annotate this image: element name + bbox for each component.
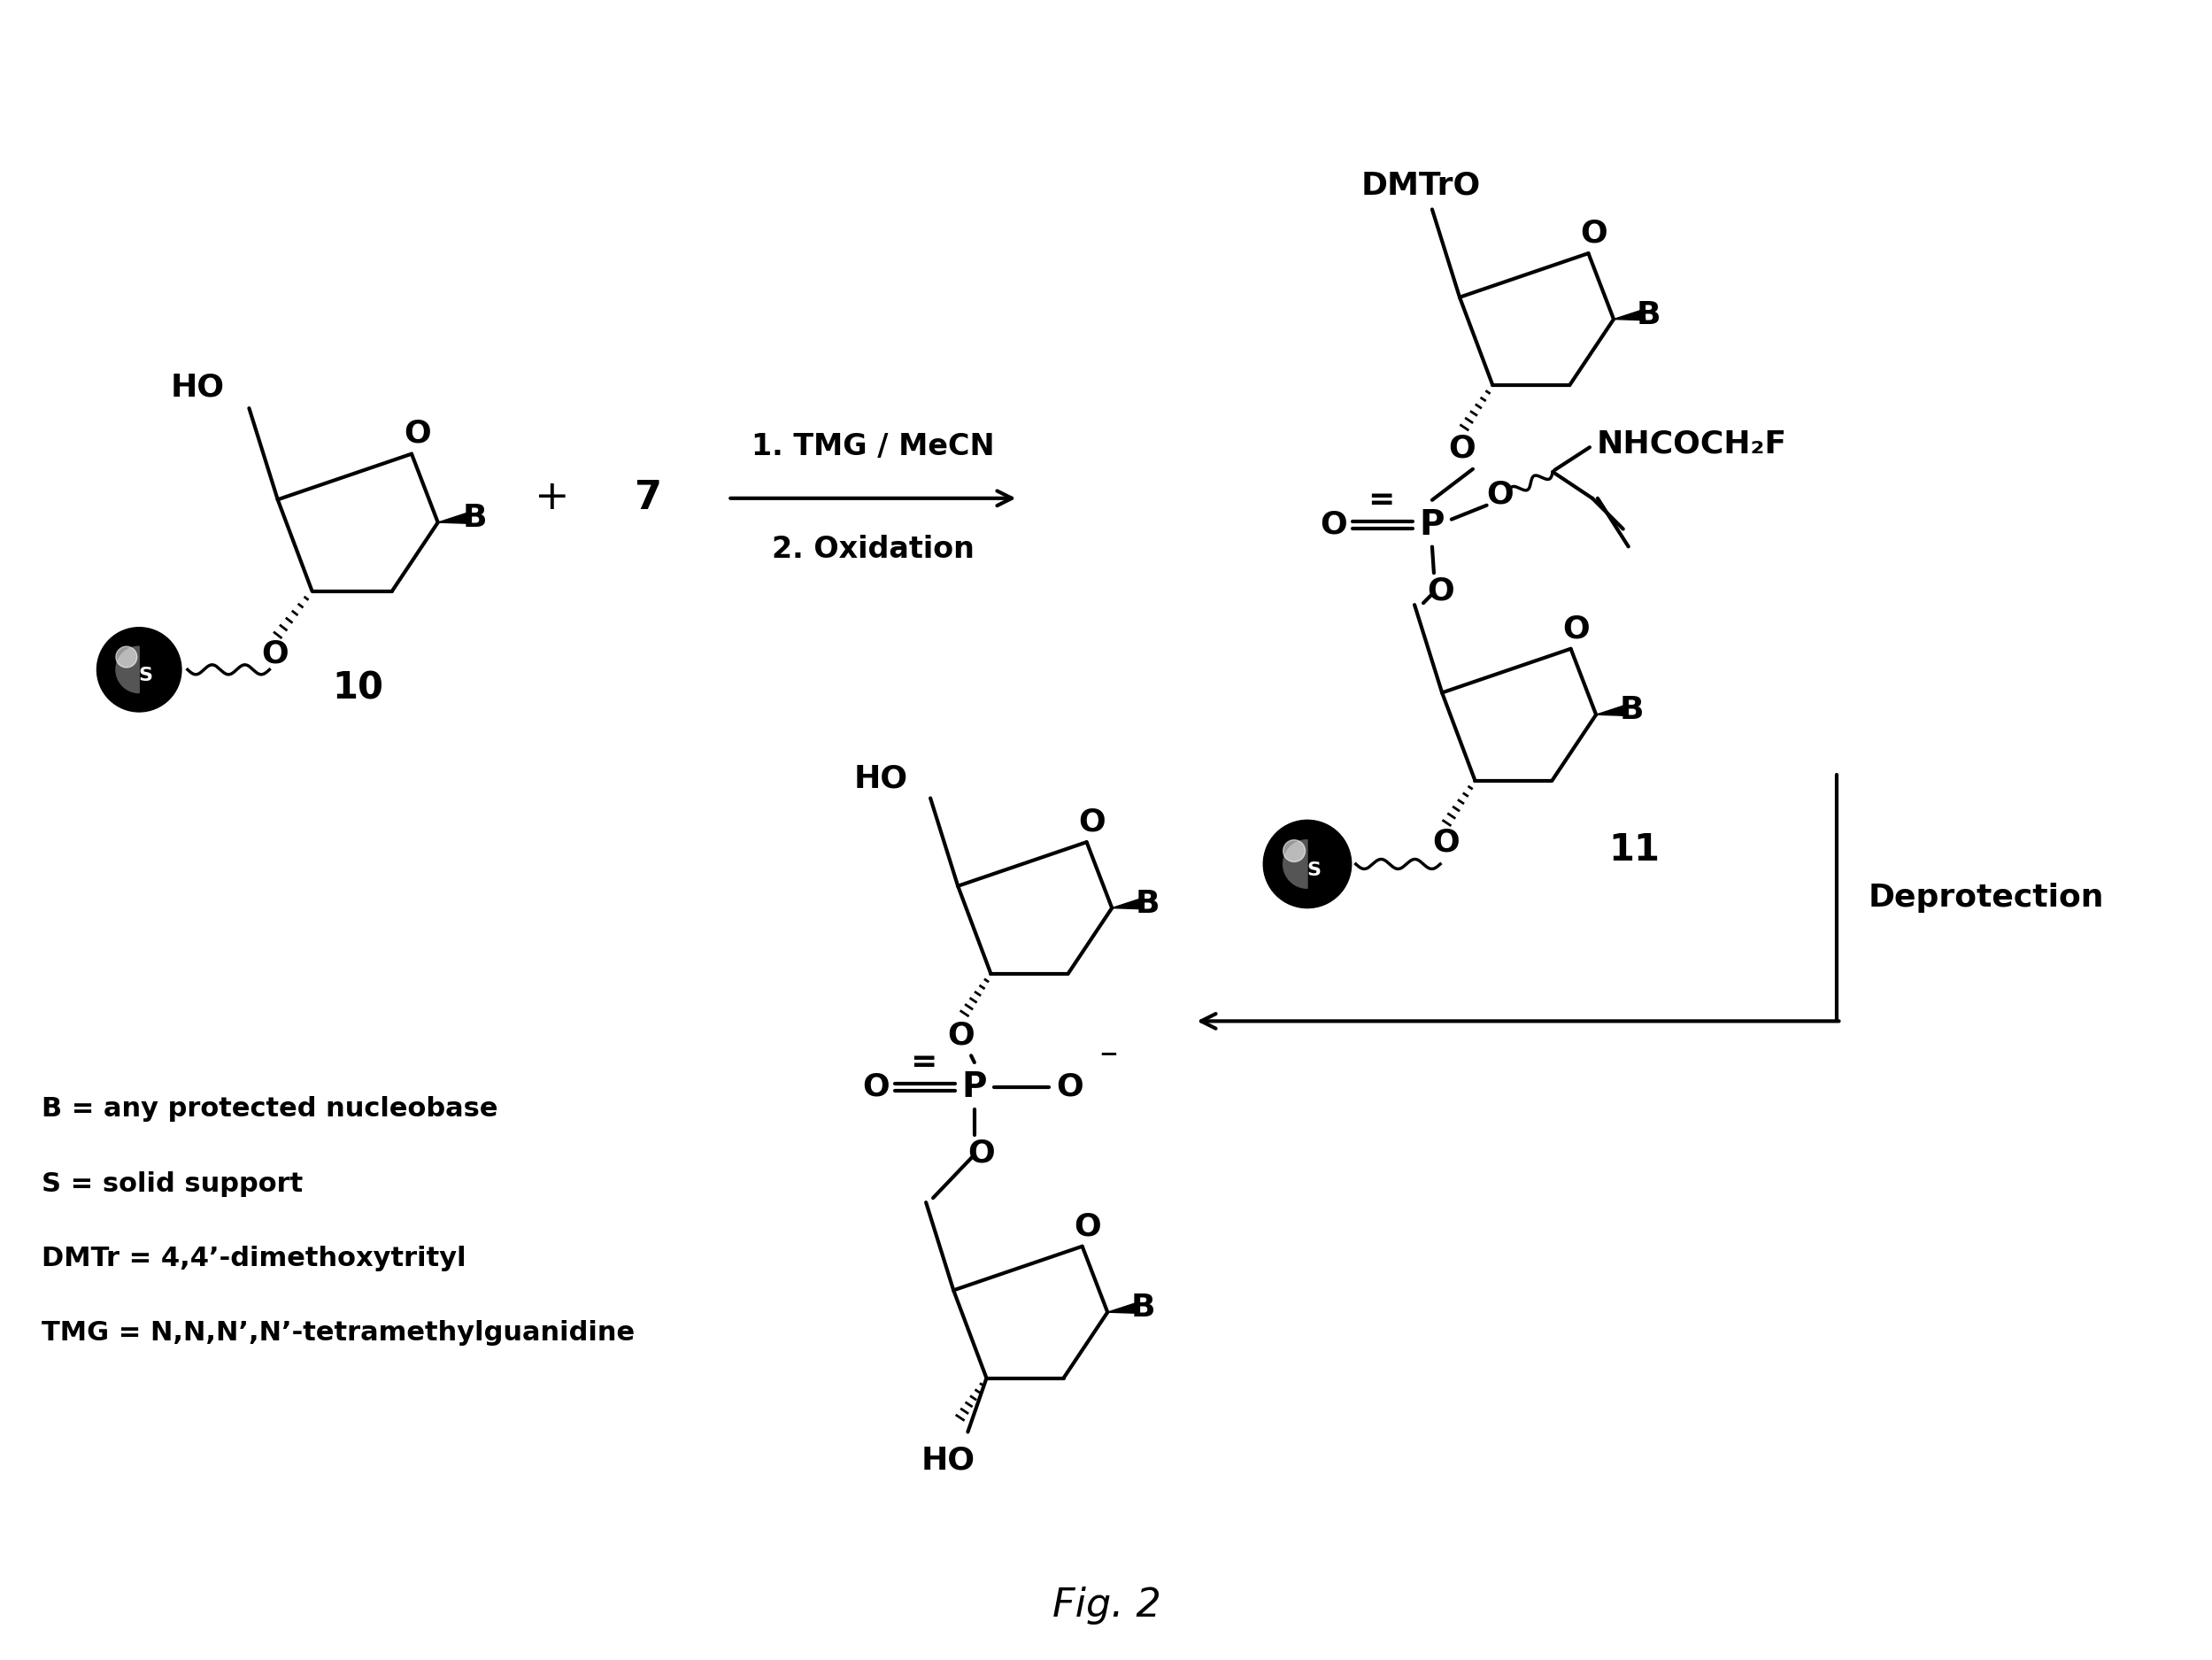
Text: O: O — [1321, 510, 1347, 540]
Text: O: O — [1427, 576, 1455, 606]
Text: O: O — [405, 418, 431, 448]
Polygon shape — [438, 513, 471, 523]
Text: HO: HO — [922, 1446, 975, 1476]
Text: TMG = N,N,N’,N’-tetramethylguanidine: TMG = N,N,N’,N’-tetramethylguanidine — [42, 1320, 635, 1346]
Text: HO: HO — [170, 372, 226, 403]
Text: O: O — [1579, 219, 1608, 249]
Text: +: + — [535, 478, 568, 518]
Text: B = any protected nucleobase: B = any protected nucleobase — [42, 1096, 498, 1122]
Text: HO: HO — [854, 764, 907, 793]
Text: NHCOCH₂F: NHCOCH₂F — [1597, 428, 1787, 458]
Text: S = solid support: S = solid support — [42, 1170, 303, 1197]
Text: O: O — [1079, 807, 1106, 837]
Polygon shape — [1108, 1303, 1139, 1313]
Text: P: P — [962, 1071, 987, 1104]
Text: O: O — [969, 1137, 995, 1169]
Text: O: O — [947, 1021, 973, 1051]
Circle shape — [97, 627, 181, 712]
Text: O: O — [261, 639, 288, 669]
Text: DMTr = 4,4’-dimethoxytrityl: DMTr = 4,4’-dimethoxytrityl — [42, 1245, 467, 1272]
Polygon shape — [1597, 706, 1628, 715]
Text: Fig. 2: Fig. 2 — [1053, 1587, 1161, 1625]
Text: =: = — [1367, 485, 1394, 515]
Polygon shape — [1283, 840, 1307, 888]
Text: O: O — [1486, 480, 1513, 510]
Text: B: B — [1637, 300, 1661, 330]
Text: O: O — [1075, 1212, 1102, 1242]
Text: Deprotection: Deprotection — [1867, 883, 2104, 913]
Circle shape — [1283, 840, 1305, 862]
Text: O: O — [1055, 1072, 1084, 1102]
Text: B: B — [462, 503, 487, 533]
Polygon shape — [1113, 898, 1144, 910]
Polygon shape — [115, 646, 139, 692]
Text: 7: 7 — [635, 480, 661, 518]
Text: O: O — [1433, 827, 1460, 857]
Text: S: S — [139, 667, 153, 686]
Polygon shape — [1615, 309, 1646, 320]
Text: B: B — [1135, 888, 1159, 918]
Text: O: O — [863, 1072, 889, 1102]
Text: 11: 11 — [1608, 832, 1661, 868]
Text: 10: 10 — [332, 669, 385, 707]
Text: O: O — [1562, 614, 1590, 644]
Text: 2. Oxidation: 2. Oxidation — [772, 535, 975, 564]
Circle shape — [115, 646, 137, 667]
Text: B: B — [1130, 1293, 1155, 1323]
Text: DMTrO: DMTrO — [1360, 169, 1480, 201]
Text: 1. TMG / MeCN: 1. TMG / MeCN — [752, 432, 995, 461]
Text: O: O — [1449, 433, 1475, 463]
Text: P: P — [1420, 508, 1444, 541]
Text: =: = — [909, 1047, 938, 1077]
Circle shape — [1263, 820, 1352, 908]
Text: ⁻: ⁻ — [1099, 1044, 1117, 1081]
Text: S: S — [1307, 862, 1321, 880]
Text: B: B — [1619, 696, 1644, 725]
